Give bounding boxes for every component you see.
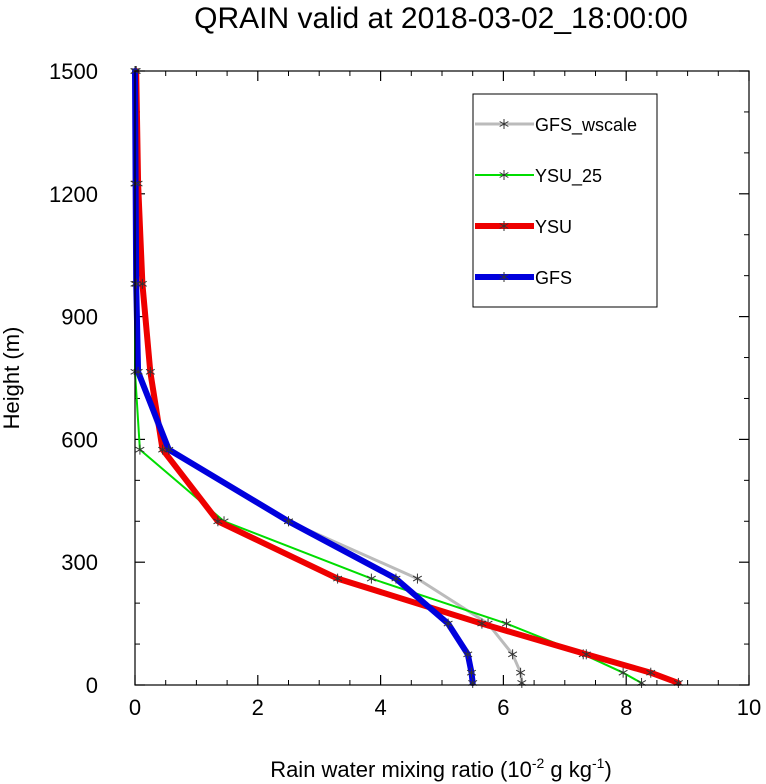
x-axis-label-end: ) bbox=[604, 757, 611, 782]
axis-ticks: 0 2 4 6 8 10 0 300 600 900 1200 1500 bbox=[49, 59, 761, 720]
legend: GFS_wscale YSU_25 YSU GFS bbox=[472, 93, 658, 308]
legend-entry: GFS_wscale bbox=[475, 115, 637, 136]
legend-entry: YSU bbox=[475, 217, 572, 237]
data-point-marker bbox=[135, 444, 145, 455]
data-point-marker bbox=[412, 573, 423, 584]
series-ysu bbox=[131, 66, 683, 688]
series-line bbox=[132, 68, 476, 686]
legend-entry: GFS bbox=[475, 268, 572, 288]
y-axis-label: Height (m) bbox=[0, 327, 24, 430]
x-axis-label-sup1: -2 bbox=[532, 755, 545, 771]
x-tick-label: 2 bbox=[252, 695, 264, 720]
data-point-marker bbox=[164, 444, 174, 455]
series-line bbox=[134, 70, 643, 684]
legend-marker bbox=[499, 170, 509, 180]
series-line bbox=[134, 69, 524, 685]
legend-marker bbox=[499, 221, 509, 231]
legend-label: GFS bbox=[535, 268, 572, 288]
data-point-marker bbox=[508, 649, 518, 660]
data-point-marker bbox=[443, 618, 453, 629]
x-axis-label: Rain water mixing ratio (10-2 g kg-1) bbox=[270, 755, 612, 782]
data-point-marker bbox=[517, 677, 527, 688]
x-axis-label-main: Rain water mixing ratio (10 bbox=[270, 757, 532, 782]
chart-title: QRAIN valid at 2018-03-02_18:00:00 bbox=[194, 2, 688, 35]
y-tick-label: 0 bbox=[86, 673, 98, 698]
legend-box bbox=[472, 93, 658, 308]
plot-frame bbox=[134, 70, 750, 686]
legend-marker bbox=[499, 119, 509, 129]
x-tick-label: 4 bbox=[374, 695, 386, 720]
data-point-marker bbox=[391, 573, 401, 584]
data-point-marker bbox=[463, 649, 473, 660]
y-tick-label: 1200 bbox=[49, 182, 98, 207]
data-point-marker bbox=[145, 366, 155, 377]
data-point-marker bbox=[366, 573, 376, 584]
data-point-marker bbox=[646, 667, 656, 678]
y-tick-label: 300 bbox=[61, 550, 98, 575]
data-point-marker bbox=[477, 618, 487, 629]
legend-marker bbox=[499, 272, 509, 282]
data-point-marker bbox=[131, 178, 141, 189]
plot-series bbox=[130, 66, 683, 688]
x-tick-label: 8 bbox=[620, 695, 632, 720]
y-tick-label: 900 bbox=[61, 305, 98, 330]
x-axis-label-mid: g kg bbox=[544, 757, 592, 782]
y-tick-label: 600 bbox=[61, 427, 98, 452]
data-point-marker bbox=[501, 618, 512, 629]
x-tick-label: 10 bbox=[737, 695, 761, 720]
legend-items: GFS_wscale YSU_25 YSU GFS bbox=[475, 115, 637, 288]
y-tick-label: 1500 bbox=[49, 59, 98, 84]
legend-label: YSU bbox=[535, 217, 572, 237]
data-point-marker bbox=[213, 516, 223, 527]
data-point-marker bbox=[131, 278, 141, 289]
series-gfs-wscale bbox=[131, 66, 527, 688]
x-tick-label: 6 bbox=[497, 695, 509, 720]
series-gfs bbox=[130, 66, 478, 688]
data-point-marker bbox=[333, 573, 343, 584]
legend-label: GFS_wscale bbox=[535, 115, 637, 136]
legend-label: YSU_25 bbox=[535, 166, 602, 187]
data-point-marker bbox=[636, 677, 647, 688]
x-axis-label-sup2: -1 bbox=[592, 755, 605, 771]
data-point-marker bbox=[466, 667, 477, 678]
data-point-marker bbox=[283, 516, 294, 527]
data-point-marker bbox=[516, 667, 526, 678]
legend-entry: YSU_25 bbox=[475, 166, 602, 187]
data-point-marker bbox=[581, 649, 591, 660]
x-tick-label: 0 bbox=[129, 695, 141, 720]
data-point-marker bbox=[618, 667, 628, 678]
